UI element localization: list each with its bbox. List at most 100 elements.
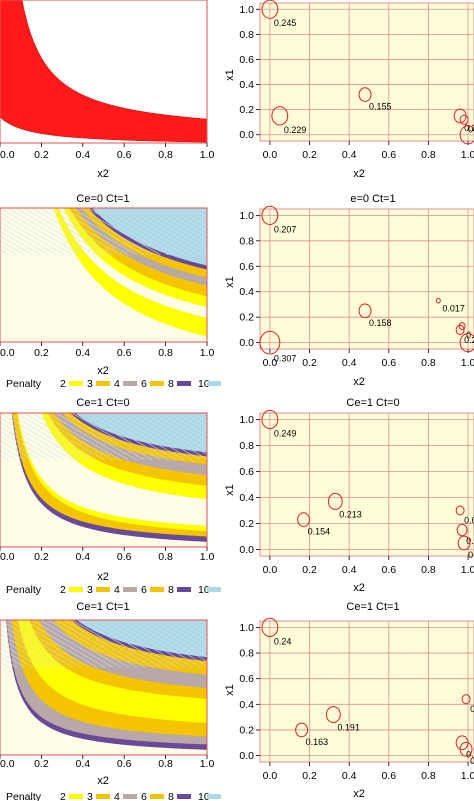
hatch-line [159, 620, 207, 648]
hatch-line [47, 413, 129, 461]
data-label: 0.307 [274, 354, 297, 364]
x-axis-label: x2 [97, 775, 109, 787]
data-point [261, 617, 279, 638]
data-point [456, 523, 468, 537]
legend-swatch [96, 587, 110, 592]
hatch-line [175, 413, 207, 432]
legend-value: 10 [198, 791, 210, 801]
y-tick-label: 1.0 [239, 414, 254, 426]
data-label: 0.017 [442, 304, 465, 314]
hatch-line [167, 208, 207, 232]
x-tick-label: 0.4 [75, 551, 90, 563]
hatch-line [135, 413, 207, 455]
hatch-line [175, 620, 207, 639]
legend-value: 8 [168, 791, 174, 801]
hatch-line [0, 235, 33, 256]
hatch-line [23, 413, 105, 461]
legend-swatch [177, 794, 191, 799]
hatch-line [103, 413, 185, 461]
y-tick-label: 0.6 [239, 466, 254, 478]
penalty-band [76, 620, 207, 658]
hatch-line [31, 413, 113, 461]
legend-swatch [69, 587, 83, 592]
hatch-line [71, 620, 154, 668]
y-tick-label: 0.2 [239, 518, 254, 530]
x-tick-label: 0.0 [0, 551, 15, 563]
hatch-line [175, 208, 207, 227]
x-tick-label: 1.0 [200, 347, 215, 359]
data-point [271, 106, 289, 126]
legend-value: 3 [87, 584, 93, 596]
hatch-line [71, 413, 153, 461]
hatch-line [0, 652, 26, 668]
x-tick-label: 0.8 [421, 770, 436, 782]
x-tick-label: 0.6 [117, 758, 132, 770]
legend-title: Penalty [6, 791, 42, 801]
hatch-line [95, 620, 178, 668]
y-tick-label: 0.2 [239, 312, 254, 324]
y-tick-label: 0.8 [239, 29, 254, 41]
x-tick-label: 1.0 [461, 149, 474, 161]
panel-title: Ce=0 Ct=1 [76, 193, 129, 205]
legend-value: 6 [141, 584, 147, 596]
x-tick-label: 0.8 [421, 149, 436, 161]
left-panel-2: Ce=0 Ct=1 [0, 193, 208, 343]
legend-value: 2 [60, 378, 66, 390]
data-point [457, 535, 471, 551]
hatch-line [0, 620, 82, 668]
hatch-line [63, 620, 146, 668]
data-point [459, 114, 469, 125]
y-tick-label: 0.0 [239, 544, 254, 556]
x-tick-label: 0.2 [34, 758, 49, 770]
legend-swatch [207, 587, 221, 592]
y-tick-label: 0.8 [239, 648, 254, 660]
x-tick-label: 0.8 [158, 758, 173, 770]
hatch-line [31, 208, 113, 256]
data-label: 0.163 [306, 737, 329, 747]
x-axis-label: x2 [97, 168, 109, 180]
hatch-line [111, 620, 194, 668]
x-tick-label: 0.0 [263, 770, 278, 782]
legend-value: 10 [198, 378, 210, 390]
legend-value: 4 [114, 378, 120, 390]
hatch-line [143, 620, 207, 658]
x-tick-label: 1.0 [461, 564, 474, 576]
hatch-line [143, 208, 207, 246]
hatch-line [183, 208, 207, 222]
panel-frame [0, 207, 208, 343]
x-tick-label: 0.2 [34, 347, 49, 359]
x-tick-label: 0.4 [75, 347, 90, 359]
data-point [455, 324, 465, 335]
hatch-line [151, 413, 207, 446]
hatch-line [15, 413, 97, 461]
data-label: 0.041 [470, 704, 474, 714]
data-label: 0.158 [369, 318, 392, 328]
panel-frame [0, 412, 208, 548]
hatch-line [0, 417, 73, 461]
y-tick-label: 0.8 [239, 440, 254, 452]
x-axis-label: x2 [353, 582, 365, 594]
data-point [461, 694, 471, 705]
legend-swatch [150, 794, 164, 799]
penalty-bands [0, 620, 207, 750]
y-axis-label: x1 [224, 484, 236, 496]
hatch-line [0, 628, 66, 668]
data-label: 0.191 [337, 723, 360, 733]
hatch-line [79, 413, 161, 461]
x-tick-label: 0.4 [342, 564, 357, 576]
hatch-line [0, 221, 57, 256]
x-tick-label: 0.4 [75, 149, 90, 161]
data-point [261, 205, 279, 225]
hatch-line [7, 413, 89, 461]
hatch-line [39, 413, 121, 461]
data-point [295, 722, 309, 738]
data-point [459, 333, 474, 353]
hatch-line [15, 208, 97, 256]
y-tick-label: 0.6 [239, 673, 254, 685]
legend-value: 3 [87, 791, 93, 801]
hatch-line [63, 208, 145, 256]
hatch-line [167, 413, 207, 437]
x-tick-label: 0.8 [421, 357, 436, 369]
hatch-line [55, 620, 138, 668]
x-tick-label: 0.6 [117, 347, 132, 359]
